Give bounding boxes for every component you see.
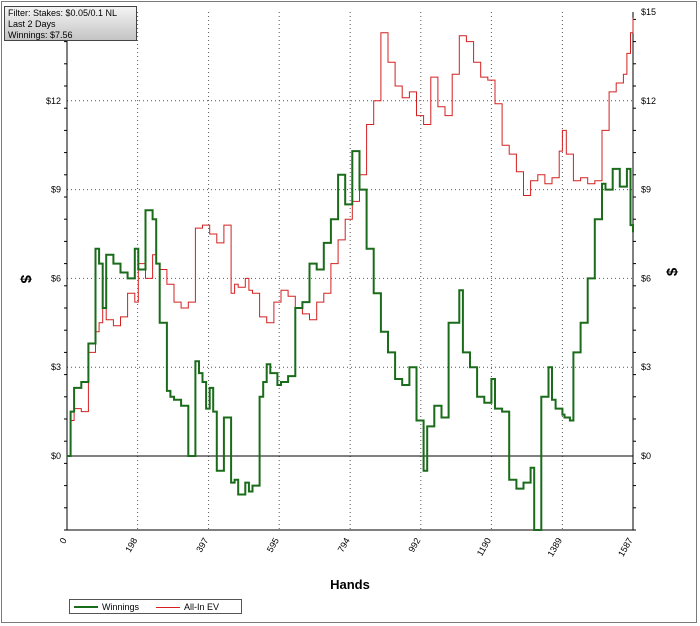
y-axis-title-left: $: [17, 275, 34, 284]
x-tick-label: 1587: [616, 536, 635, 558]
y-tick-label-left: $3: [51, 362, 61, 372]
x-tick-label: 397: [194, 536, 210, 554]
y-tick-label-right: $9: [641, 185, 651, 195]
x-tick-label: 198: [123, 536, 139, 554]
series-line-winnings: [67, 150, 634, 531]
axes: 0 198 397 595 794 992 1190 1389 1587 $0 $0 $3 $3 $6 $6…: [46, 7, 656, 558]
grid: [67, 12, 633, 530]
legend-swatch-allin-ev: [156, 606, 180, 608]
y-tick-label-right: $0: [641, 451, 651, 461]
series-layer: [67, 17, 634, 531]
x-axis-title: Hands: [330, 577, 370, 592]
x-tick-label: 1389: [545, 536, 564, 558]
legend-label-allin-ev: All-In EV: [184, 602, 220, 612]
x-tick-label: 1190: [475, 536, 493, 558]
x-tick-label: 794: [336, 536, 352, 554]
legend-item-allin-ev: All-In EV: [156, 601, 219, 613]
legend-label-winnings: Winnings: [102, 602, 140, 612]
y-tick-label-left: $12: [46, 96, 61, 106]
series-line-allin-ev: [67, 17, 634, 457]
y-tick-label-right: $6: [641, 273, 651, 283]
y-tick-label-left: $9: [51, 185, 61, 195]
y-tick-label-right: $12: [641, 96, 656, 106]
legend: Winnings All-In EV: [69, 599, 242, 614]
y-tick-label-left: $6: [51, 273, 61, 283]
winnings-total-text: Winnings: $7.56: [8, 30, 73, 40]
legend-item-winnings: Winnings: [74, 601, 139, 613]
legend-swatch-winnings: [74, 606, 98, 608]
y-tick-label-right: $3: [641, 362, 651, 372]
x-tick-label: 595: [265, 536, 281, 554]
y-axis-title-right: $: [664, 267, 681, 276]
y-tick-label-right: $15: [641, 7, 656, 17]
filter-period-text: Last 2 Days: [8, 19, 56, 29]
filter-info-box: Filter: Stakes: $0.05/0.1 NL Last 2 Days…: [4, 6, 137, 41]
filter-stakes-text: Filter: Stakes: $0.05/0.1 NL: [8, 8, 118, 18]
y-tick-label-left: $0: [51, 451, 61, 461]
x-tick-label: 992: [406, 536, 422, 554]
x-tick-label: 0: [58, 536, 69, 545]
